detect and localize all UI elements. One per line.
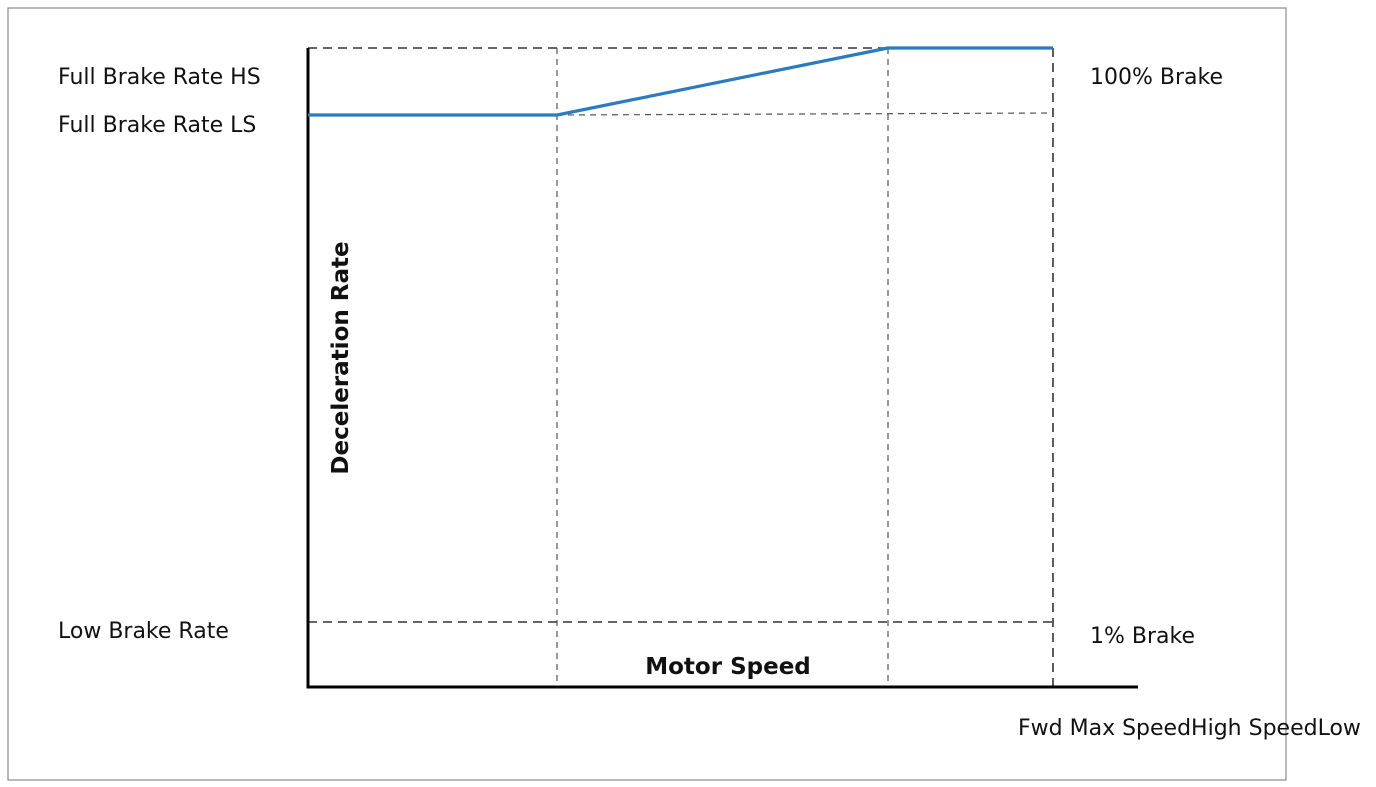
x-tick-labels: Fwd Max SpeedHigh SpeedLow bbox=[1018, 716, 1361, 741]
axes bbox=[306, 48, 1138, 689]
series-line-0 bbox=[308, 46, 1053, 117]
x-tick-label-high-speed: High Speed bbox=[1191, 716, 1318, 741]
guide-full-brake-ls bbox=[556, 112, 1054, 116]
chart-frame bbox=[7, 7, 1287, 781]
series-layer bbox=[307, 46, 1054, 117]
y-label-right-0: 100% Brake bbox=[1090, 65, 1223, 90]
x-axis-title: Motor Speed bbox=[645, 654, 811, 680]
y-label-right-1: 1% Brake bbox=[1090, 624, 1195, 649]
y-label-left-1: Full Brake Rate LS bbox=[58, 113, 256, 138]
y-label-left-0: Full Brake Rate HS bbox=[58, 65, 261, 90]
x-tick-label-fwd-max-speed: Fwd Max Speed bbox=[1018, 716, 1191, 741]
y-label-left-2: Low Brake Rate bbox=[58, 619, 229, 644]
y-labels-right: 100% Brake 1% Brake bbox=[1090, 65, 1223, 649]
x-tick-label-low: Low bbox=[1318, 716, 1361, 741]
y-labels-left: Full Brake Rate HS Full Brake Rate LS Low … bbox=[58, 65, 261, 644]
guide-lines bbox=[308, 47, 1054, 687]
y-axis-title: Deceleration Rate bbox=[328, 241, 354, 474]
